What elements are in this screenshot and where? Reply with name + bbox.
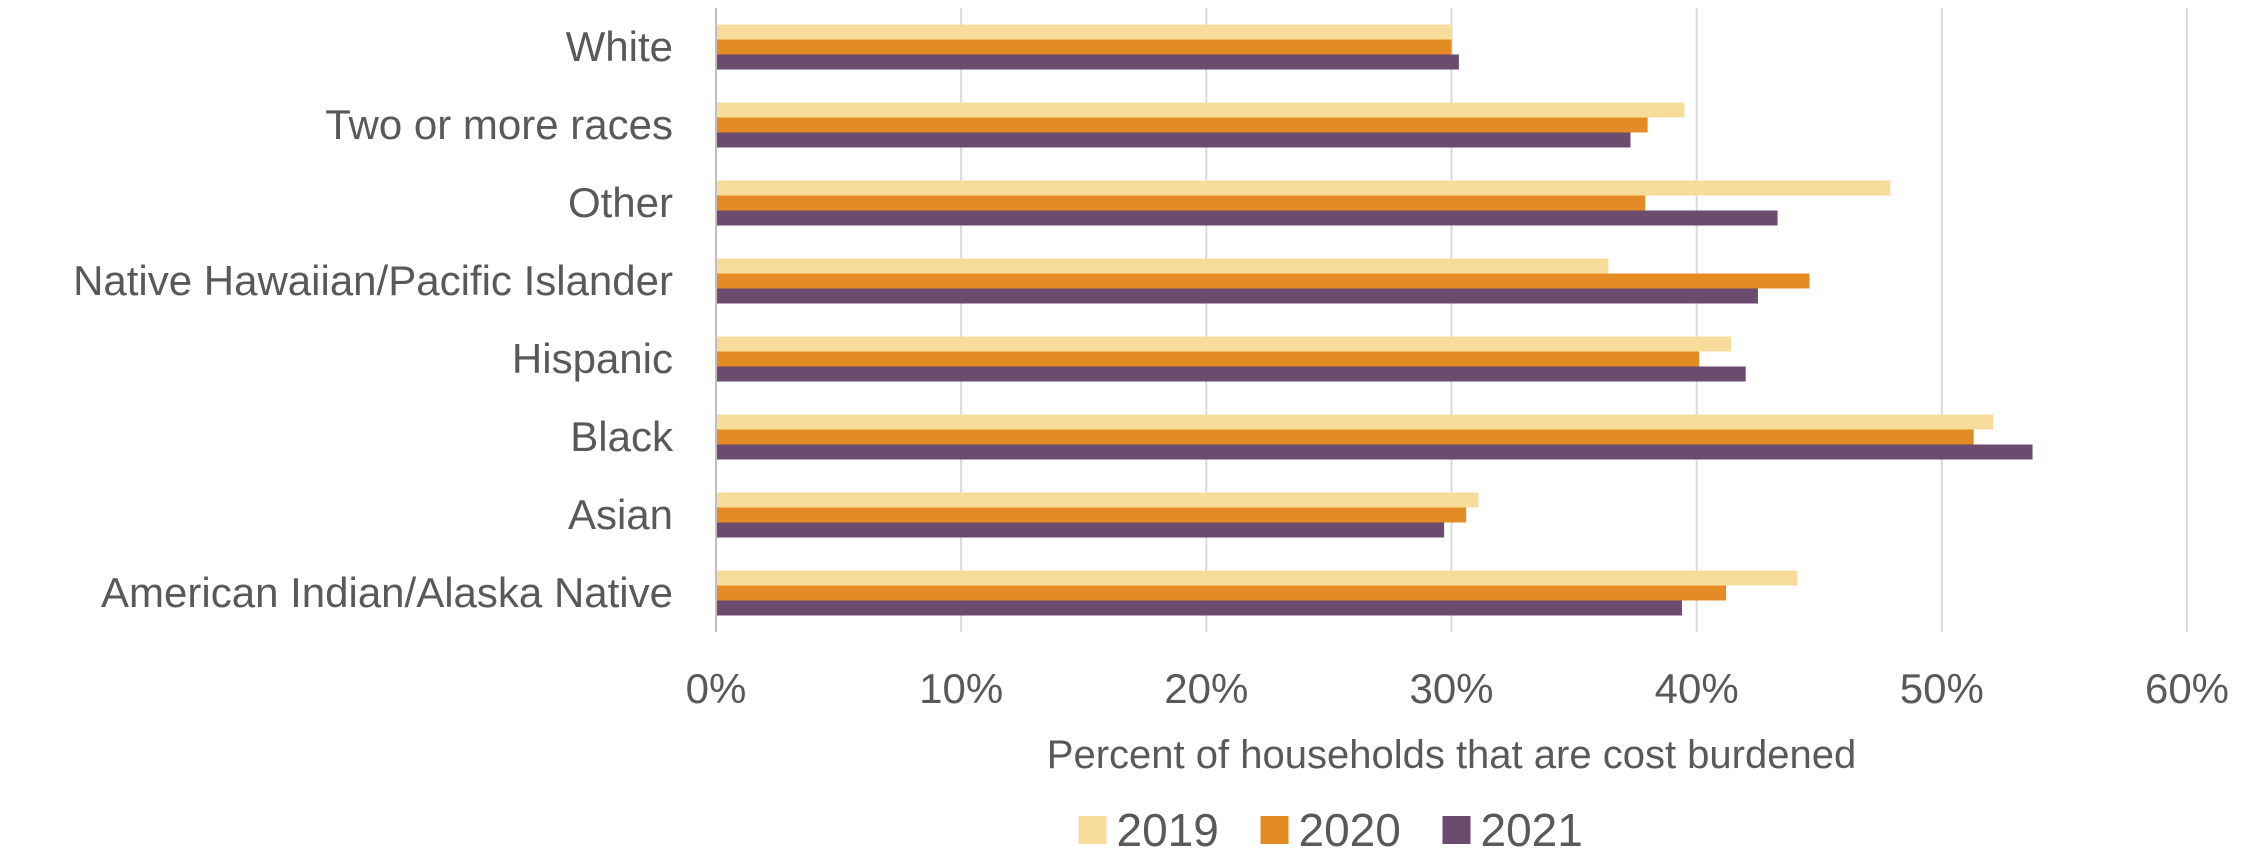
bar-2021 — [717, 210, 1778, 226]
bar-2021 — [717, 522, 1445, 538]
bar-2020 — [717, 429, 1974, 445]
category-labels: American Indian/Alaska Native Asian Black H… — [73, 23, 674, 616]
grid-lines — [715, 8, 2188, 632]
x-tick-label: 40% — [1655, 665, 1739, 712]
x-axis-title: Percent of households that are cost burd… — [1047, 733, 1856, 777]
bar-2019 — [717, 492, 1479, 508]
legend-label-2019: 2019 — [1117, 804, 1219, 856]
bar-2021 — [717, 366, 1746, 382]
category-label: White — [566, 23, 673, 70]
x-tick-label: 30% — [1409, 665, 1493, 712]
bar-2019 — [717, 24, 1452, 40]
bar-2019 — [717, 102, 1685, 118]
bar-2021 — [717, 288, 1758, 304]
bar-2020 — [717, 585, 1727, 601]
x-tick-labels: 0% 10% 20% 30% 40% 50% 60% — [686, 665, 2229, 712]
bar-2019 — [717, 414, 1994, 430]
category-label: Two or more races — [325, 101, 673, 148]
bar-2021 — [717, 444, 2033, 460]
x-tick-label: 50% — [1900, 665, 1984, 712]
legend-swatch-2020 — [1260, 816, 1289, 844]
legend-label-2021: 2021 — [1481, 804, 1583, 856]
x-tick-label: 0% — [686, 665, 747, 712]
category-label: Other — [568, 179, 673, 226]
legend-swatch-2019 — [1078, 816, 1107, 844]
x-tick-label: 20% — [1164, 665, 1248, 712]
bar-2020 — [717, 273, 1810, 289]
bar-2021 — [717, 54, 1459, 70]
x-tick-label: 60% — [2145, 665, 2229, 712]
bar-2020 — [717, 117, 1648, 133]
category-label: Asian — [568, 491, 673, 538]
bar-2019 — [717, 570, 1798, 586]
bar-2020 — [717, 195, 1646, 211]
bar-2020 — [717, 507, 1467, 523]
category-label: Black — [570, 413, 674, 460]
legend: 2019 2020 2021 — [1078, 804, 1583, 856]
x-tick-label: 10% — [919, 665, 1003, 712]
bar-2019 — [717, 180, 1891, 196]
category-label: American Indian/Alaska Native — [101, 569, 673, 616]
bar-2019 — [717, 258, 1609, 274]
bar-2021 — [717, 600, 1682, 616]
bar-2020 — [717, 39, 1452, 55]
legend-swatch-2021 — [1442, 816, 1471, 844]
category-label: Native Hawaiian/Pacific Islander — [73, 257, 673, 304]
bars — [717, 24, 2033, 616]
category-label: Hispanic — [512, 335, 673, 382]
bar-2019 — [717, 336, 1731, 352]
legend-label-2020: 2020 — [1299, 804, 1401, 856]
bar-2021 — [717, 132, 1631, 148]
bar-2020 — [717, 351, 1700, 367]
